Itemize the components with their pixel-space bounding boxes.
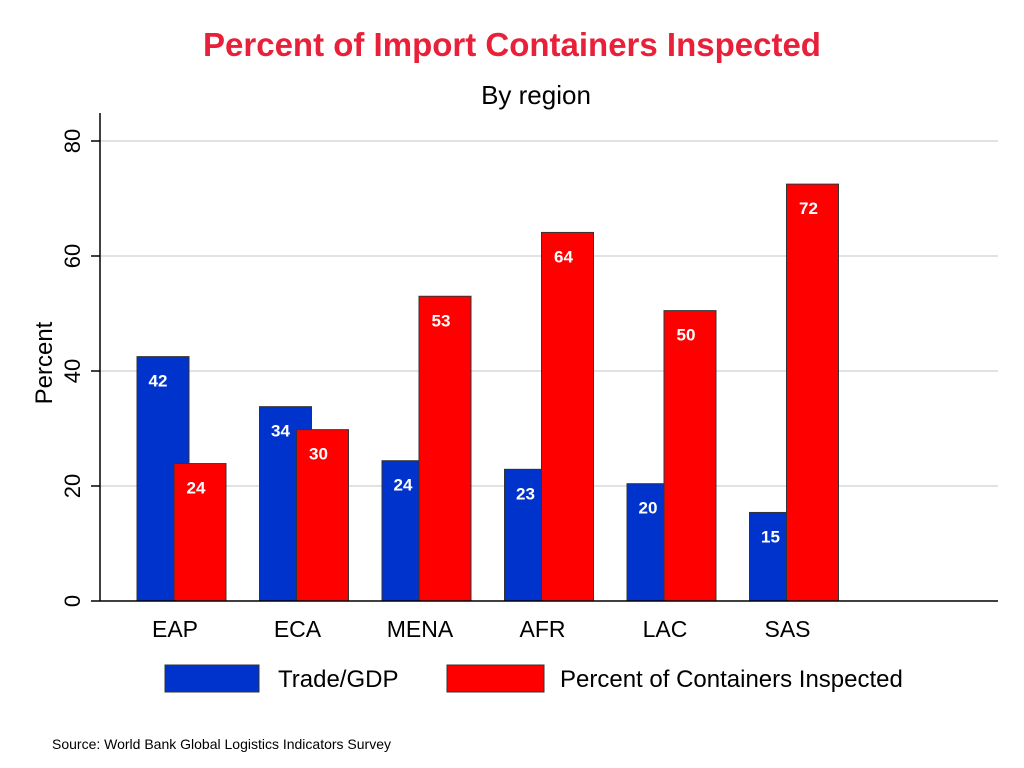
bar-label-trade-gdp: 24 bbox=[394, 476, 413, 495]
bar-label-trade-gdp: 34 bbox=[271, 422, 290, 441]
bar-label-trade-gdp: 42 bbox=[149, 372, 168, 391]
bar-label-containers-inspected: 53 bbox=[432, 311, 451, 330]
bar-containers-inspected bbox=[418, 295, 472, 602]
bar-containers-inspected bbox=[173, 463, 227, 602]
x-tick-label: EAP bbox=[152, 616, 198, 642]
bar-label-containers-inspected: 30 bbox=[309, 445, 328, 464]
y-tick-label: 0 bbox=[60, 595, 85, 607]
bar-label-trade-gdp: 20 bbox=[639, 499, 658, 518]
chart-subtitle: By region bbox=[481, 80, 591, 110]
bar-containers-inspected bbox=[663, 310, 717, 602]
x-tick-label: SAS bbox=[764, 616, 810, 642]
bar-labels: 42 24 34 30 24 53 23 64 20 50 15 72 bbox=[149, 199, 818, 546]
legend-label-trade-gdp: Trade/GDP bbox=[278, 666, 398, 693]
x-tick-label: MENA bbox=[387, 616, 454, 642]
y-ticks: 0 20 40 60 80 bbox=[60, 129, 100, 607]
bar-label-containers-inspected: 72 bbox=[799, 199, 818, 218]
bars bbox=[136, 183, 839, 602]
bar-containers-inspected bbox=[786, 183, 839, 602]
y-tick-label: 20 bbox=[60, 474, 85, 498]
legend: Trade/GDP Percent of Containers Inspected bbox=[164, 664, 903, 693]
y-tick-label: 80 bbox=[60, 129, 85, 153]
bar-label-containers-inspected: 64 bbox=[554, 247, 573, 266]
x-ticks: EAP ECA MENA AFR LAC SAS bbox=[152, 616, 811, 642]
bar-containers-inspected bbox=[296, 429, 349, 602]
x-tick-label: LAC bbox=[643, 616, 688, 642]
bar-label-trade-gdp: 23 bbox=[516, 484, 535, 503]
legend-label-containers-inspected: Percent of Containers Inspected bbox=[560, 666, 903, 693]
y-axis-title: Percent bbox=[31, 321, 58, 404]
x-tick-label: AFR bbox=[520, 616, 566, 642]
chart-title: Percent of Import Containers Inspected bbox=[203, 26, 821, 63]
y-tick-label: 60 bbox=[60, 244, 85, 268]
bar-label-containers-inspected: 24 bbox=[187, 479, 206, 498]
source-note: Source: World Bank Global Logistics Indi… bbox=[52, 736, 392, 752]
bar-containers-inspected bbox=[541, 231, 594, 602]
legend-swatch-containers-inspected bbox=[446, 664, 545, 693]
y-tick-label: 40 bbox=[60, 359, 85, 383]
legend-swatch-trade-gdp bbox=[164, 664, 260, 693]
bar-label-trade-gdp: 15 bbox=[761, 527, 780, 546]
bar-label-containers-inspected: 50 bbox=[677, 326, 696, 345]
x-tick-label: ECA bbox=[274, 616, 322, 642]
